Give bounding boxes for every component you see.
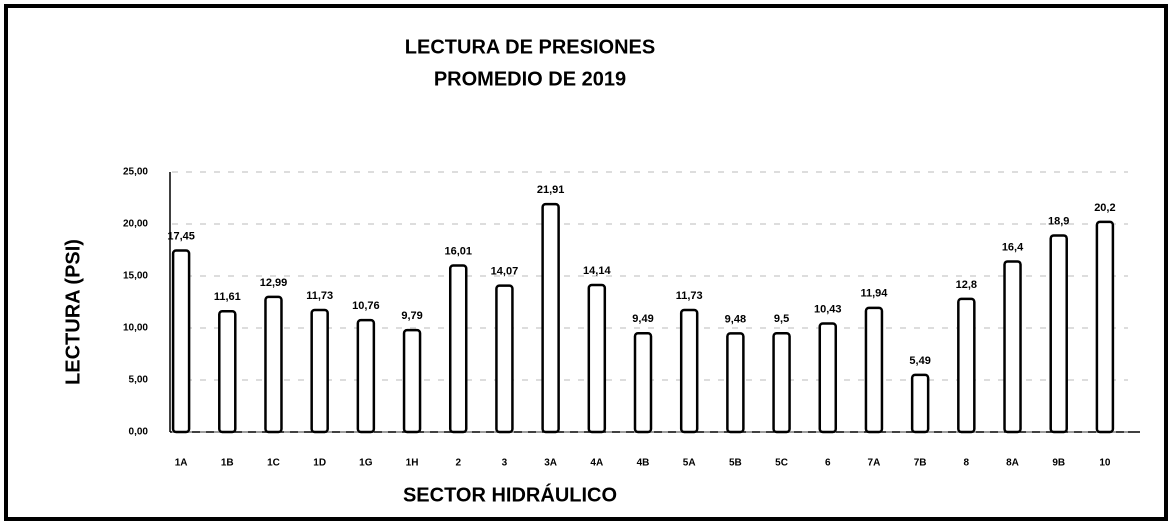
bar bbox=[1095, 220, 1115, 434]
y-tick-label: 15,00 bbox=[123, 271, 148, 282]
bar bbox=[356, 318, 376, 434]
y-axis-label: LECTURA (PSI) bbox=[62, 239, 84, 385]
bar bbox=[679, 308, 699, 434]
x-tick-label: 3 bbox=[502, 458, 508, 469]
x-tick-label: 7A bbox=[868, 458, 881, 469]
x-tick-label: 8A bbox=[1006, 458, 1019, 469]
x-tick-label: 5A bbox=[683, 458, 696, 469]
value-label: 9,79 bbox=[401, 310, 422, 322]
x-tick-label: 8 bbox=[964, 458, 970, 469]
bar bbox=[910, 373, 930, 434]
bar bbox=[402, 328, 422, 434]
y-tick-label: 20,00 bbox=[123, 219, 148, 230]
x-tick-label: 5B bbox=[729, 458, 742, 469]
chart-title: LECTURA DE PRESIONES bbox=[405, 36, 655, 58]
value-label: 9,49 bbox=[632, 313, 653, 325]
x-tick-label: 9B bbox=[1052, 458, 1065, 469]
value-label: 11,61 bbox=[214, 291, 241, 303]
y-tick-label: 0,00 bbox=[129, 427, 149, 438]
x-axis-label: SECTOR HIDRÁULICO bbox=[403, 483, 617, 506]
frame bbox=[4, 4, 1168, 521]
value-label: 9,5 bbox=[774, 313, 789, 325]
bar bbox=[587, 283, 607, 434]
value-label: 14,14 bbox=[583, 265, 611, 277]
bar bbox=[495, 284, 514, 434]
bar bbox=[310, 308, 329, 434]
value-label: 14,07 bbox=[491, 266, 519, 278]
bar bbox=[772, 331, 791, 434]
x-tick-label: 1H bbox=[406, 458, 419, 469]
bar bbox=[633, 332, 653, 434]
x-tick-label: 10 bbox=[1099, 458, 1111, 469]
value-label: 11,73 bbox=[306, 290, 333, 302]
value-label: 11,94 bbox=[860, 288, 888, 300]
x-tick-label: 7B bbox=[914, 458, 927, 469]
bar bbox=[957, 297, 976, 434]
chart-subtitle: PROMEDIO DE 2019 bbox=[434, 68, 626, 90]
bar bbox=[864, 306, 884, 434]
value-label: 12,99 bbox=[260, 277, 288, 289]
bar bbox=[1003, 260, 1022, 434]
value-label: 18,9 bbox=[1048, 215, 1069, 227]
x-tick-label: 2 bbox=[455, 458, 461, 469]
x-tick-label: 6 bbox=[825, 458, 831, 469]
bar bbox=[818, 322, 838, 434]
bar bbox=[541, 202, 560, 434]
x-tick-label: 1C bbox=[267, 458, 280, 469]
value-label: 21,91 bbox=[537, 184, 565, 196]
bar bbox=[218, 310, 237, 434]
bar bbox=[448, 264, 468, 434]
x-tick-label: 4B bbox=[637, 458, 650, 469]
bar bbox=[726, 332, 745, 434]
x-tick-label: 1G bbox=[359, 458, 373, 469]
value-label: 5,49 bbox=[909, 355, 930, 367]
value-label: 17,45 bbox=[167, 230, 195, 242]
y-tick-label: 5,00 bbox=[129, 375, 149, 386]
x-tick-label: 1A bbox=[175, 458, 188, 469]
value-label: 10,43 bbox=[814, 303, 842, 315]
x-tick-label: 3A bbox=[544, 458, 557, 469]
bar bbox=[171, 249, 191, 434]
value-label: 9,48 bbox=[725, 313, 746, 325]
bar bbox=[264, 295, 283, 434]
x-tick-label: 1D bbox=[313, 458, 326, 469]
value-label: 12,8 bbox=[956, 279, 977, 291]
x-tick-label: 4A bbox=[590, 458, 603, 469]
value-label: 10,76 bbox=[352, 300, 380, 312]
value-label: 16,4 bbox=[1002, 241, 1024, 253]
value-label: 11,73 bbox=[676, 290, 703, 302]
y-tick-label: 10,00 bbox=[123, 323, 148, 334]
x-tick-label: 1B bbox=[221, 458, 234, 469]
y-tick-label: 25,00 bbox=[123, 167, 148, 178]
bar bbox=[1049, 234, 1068, 434]
x-tick-label: 5C bbox=[775, 458, 788, 469]
value-label: 16,01 bbox=[444, 245, 472, 257]
value-label: 20,2 bbox=[1094, 202, 1115, 214]
